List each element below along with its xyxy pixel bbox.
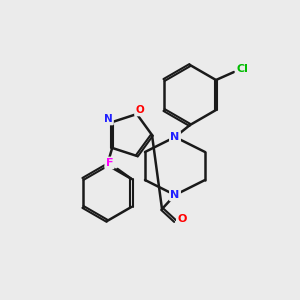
Text: Cl: Cl (236, 64, 248, 74)
Text: F: F (106, 158, 113, 168)
Text: O: O (177, 214, 187, 224)
Text: O: O (135, 105, 144, 115)
Text: N: N (170, 190, 180, 200)
Text: N: N (170, 132, 180, 142)
Text: N: N (104, 114, 112, 124)
